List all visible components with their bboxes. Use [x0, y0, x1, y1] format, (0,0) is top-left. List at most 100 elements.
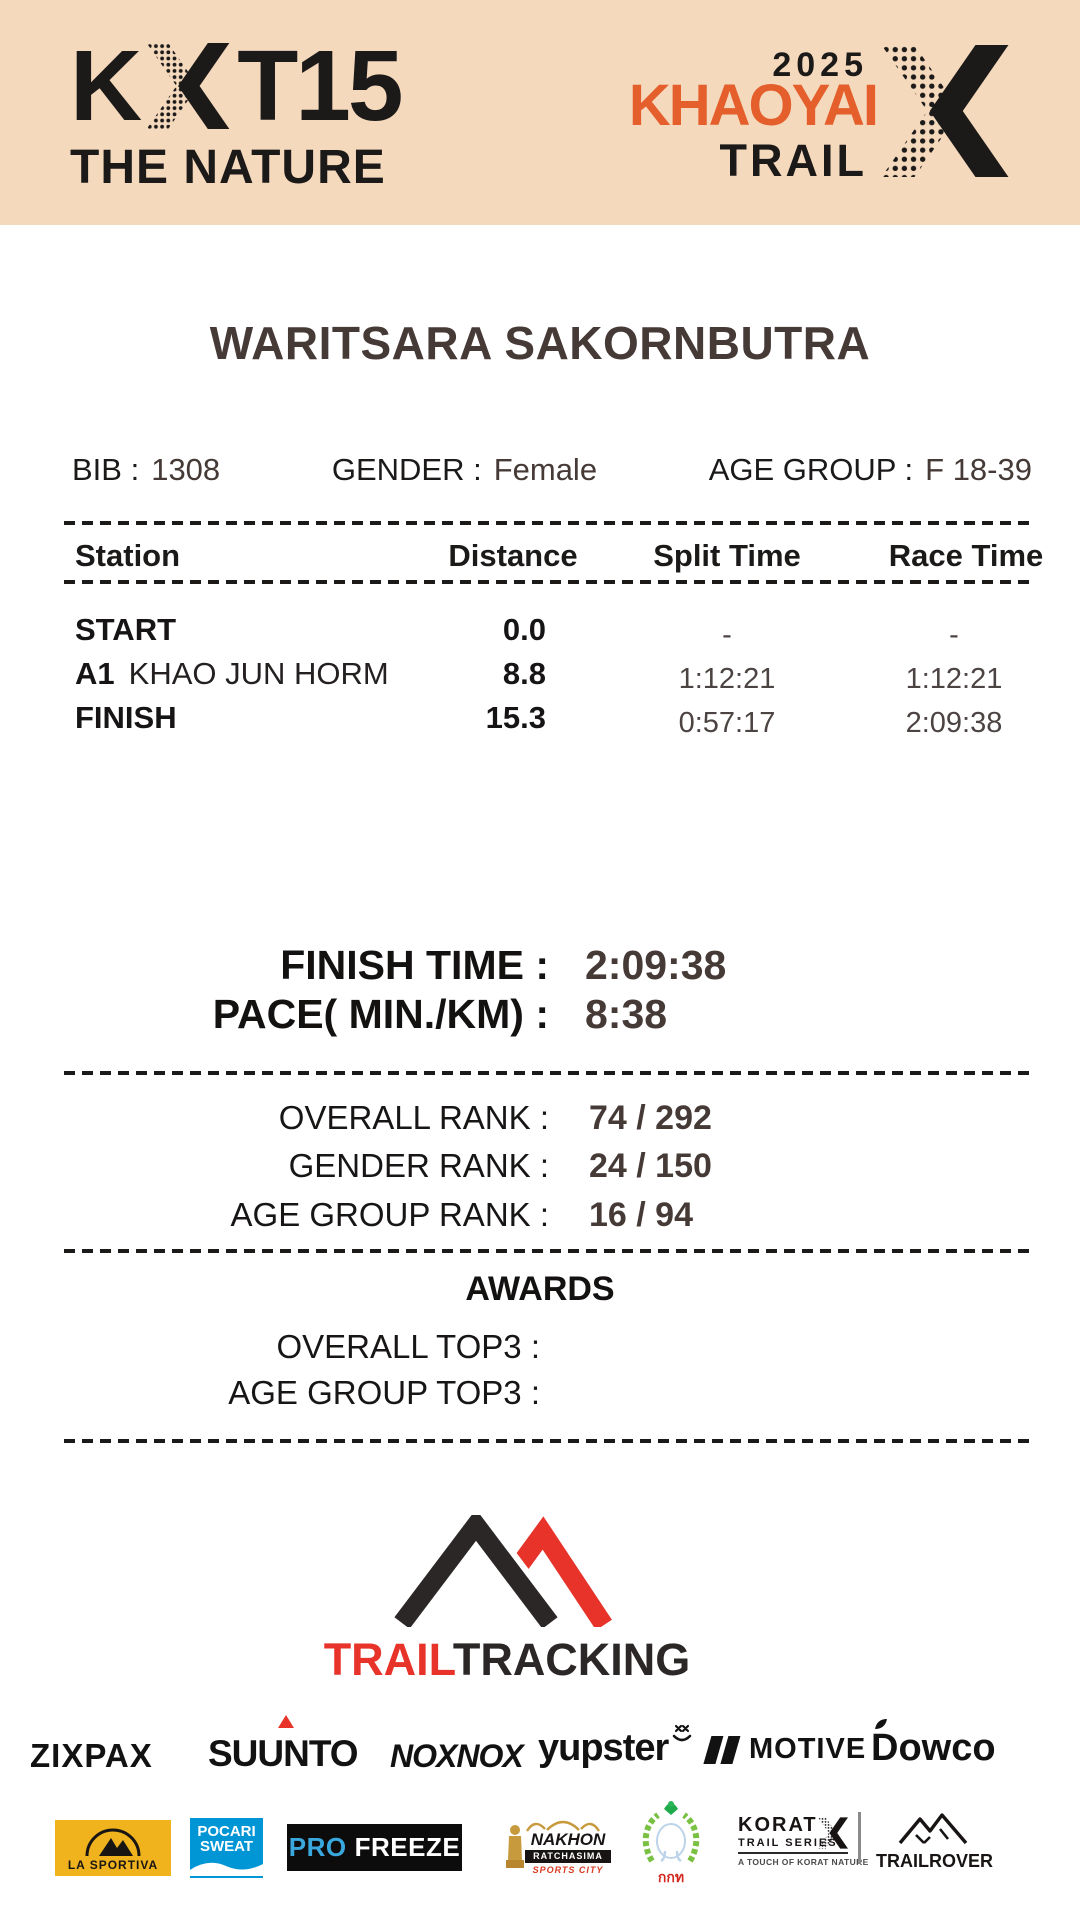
- korat-wordmark: KORAT: [738, 1814, 818, 1836]
- pocari-sweat-logo: POCARI SWEAT: [190, 1818, 263, 1878]
- dowco-wordmark: Dowco: [871, 1727, 996, 1769]
- header-band: K T15 THE NATURE 2025 KHAOYAI TRAIL: [0, 0, 1080, 225]
- split-time-cell: -: [722, 619, 732, 651]
- pocari-word2: SWEAT: [199, 1838, 254, 1855]
- race-time-cell: 2:09:38: [905, 707, 1003, 739]
- sponsor-divider: [858, 1812, 861, 1864]
- distance-cell: 15.3: [485, 700, 546, 735]
- yupster-logo: yupster: [538, 1724, 692, 1770]
- overall-top3-label: OVERALL TOP3 :: [276, 1328, 540, 1365]
- dashed-divider: [64, 1071, 1032, 1075]
- col-header-distance: Distance: [448, 538, 578, 573]
- table-row: FINISH 15.3 0:57:17 2:09:38: [0, 700, 1080, 740]
- age-group-value: F 18-39: [925, 452, 1032, 487]
- trailrover-logo: TRAILROVER: [876, 1811, 993, 1871]
- runner-meta-row: BIB : 1308 GENDER : Female AGE GROUP : F 18…: [72, 452, 1032, 488]
- pocari-wave-icon: [190, 1862, 263, 1876]
- mountain-arc-icon: [85, 1828, 141, 1857]
- smiley-icon: [672, 1724, 692, 1742]
- sat-emblem: กกท: [642, 1799, 700, 1889]
- trailrover-wordmark: TRAILROVER: [876, 1851, 993, 1871]
- station-cell: FINISH: [75, 700, 191, 736]
- nakhon-word2: RATCHASIMA: [525, 1850, 611, 1863]
- overall-top3-row: OVERALL TOP3 :: [0, 1327, 1080, 1367]
- pocari-word1: POCARI: [197, 1823, 256, 1840]
- age-group-field: AGE GROUP : F 18-39: [709, 452, 1032, 488]
- nakhon-word1: NAKHON: [530, 1830, 606, 1849]
- kxt15-letters-t15: T15: [237, 30, 403, 142]
- station-code: START: [75, 612, 177, 647]
- bib-label: BIB :: [72, 452, 140, 487]
- gold-arch-icon: [525, 1820, 601, 1832]
- event-name: KHAOYAI: [628, 73, 879, 138]
- event-subtitle: THE NATURE: [70, 141, 386, 194]
- statue-icon: [506, 1825, 524, 1868]
- dashed-divider: [64, 1249, 1032, 1253]
- event-year: 2025: [772, 46, 868, 84]
- zixpax-logo: ZIXPAX: [30, 1737, 153, 1774]
- trailtracking-word-tracking: TRACKING: [452, 1634, 691, 1685]
- motive-logo: MOTIVE: [700, 1733, 866, 1766]
- distance-cell: 0.0: [502, 612, 546, 647]
- event-type: TRAIL: [719, 135, 867, 186]
- gender-rank-label: GENDER RANK :: [288, 1147, 549, 1184]
- overall-rank-label: OVERALL RANK :: [278, 1099, 549, 1136]
- kxt15-wordmark: K T15: [70, 30, 404, 142]
- la-sportiva-logo: LA SPORTIVA: [55, 1820, 171, 1876]
- table-header-row: Station Distance Split Time Race Time: [0, 538, 1080, 578]
- finish-time-label: FINISH TIME :: [280, 942, 549, 988]
- col-header-race-time: Race Time: [888, 538, 1044, 573]
- noxnox-logo: NOXNOX: [390, 1738, 524, 1774]
- station-cell: START: [75, 612, 190, 648]
- kxt15-logo: K T15 THE NATURE: [70, 30, 404, 195]
- korat-trail-series-logo: KORAT TRAIL SERIES A TOUCH OF KORAT NATU…: [738, 1814, 869, 1874]
- khaoyai-trail-logo: 2025 KHAOYAI TRAIL: [628, 38, 1010, 188]
- bib-field: BIB : 1308: [72, 452, 220, 488]
- korat-tagline: A TOUCH OF KORAT NATURE: [738, 1857, 869, 1867]
- pro-freeze-word-freeze: FREEZE: [354, 1832, 461, 1862]
- age-group-top3-label: AGE GROUP TOP3 :: [228, 1374, 540, 1411]
- dowco-logo: Dowco: [871, 1719, 996, 1770]
- pro-freeze-word-pro: PRO: [288, 1832, 347, 1862]
- dashed-divider: [64, 580, 1032, 584]
- korat-subtitle: TRAIL SERIES: [738, 1837, 838, 1849]
- la-sportiva-wordmark: LA SPORTIVA: [67, 1858, 159, 1872]
- dashed-divider: [64, 1439, 1032, 1443]
- leaf-icon: [875, 1719, 887, 1729]
- bib-value: 1308: [151, 452, 221, 487]
- table-row: START 0.0 - -: [0, 612, 1080, 652]
- awards-title: AWARDS: [465, 1270, 615, 1308]
- gender-value: Female: [493, 452, 598, 487]
- gender-field: GENDER : Female: [332, 452, 597, 488]
- halftone-x-icon: [881, 45, 1009, 177]
- station-code: FINISH: [75, 700, 177, 735]
- motive-wordmark: MOTIVE: [749, 1733, 867, 1765]
- trailtracking-wordmark: TRAILTRACKING: [0, 1634, 1014, 1686]
- age-group-rank-value: 16 / 94: [589, 1196, 693, 1234]
- station-name: KHAO JUN HORM: [128, 656, 389, 691]
- col-header-split-time: Split Time: [653, 538, 801, 573]
- kxt15-letter-k: K: [70, 30, 142, 142]
- overall-rank-row: OVERALL RANK : 74 / 292: [0, 1097, 1080, 1139]
- race-time-cell: -: [949, 619, 959, 651]
- age-group-label: AGE GROUP :: [708, 452, 914, 487]
- gender-label: GENDER :: [331, 452, 482, 487]
- korat-rule: [738, 1852, 848, 1854]
- distance-cell: 8.8: [502, 656, 546, 691]
- gender-rank-value: 24 / 150: [589, 1147, 712, 1185]
- pace-value: 8:38: [585, 991, 668, 1037]
- split-time-cell: 1:12:21: [678, 663, 776, 695]
- age-group-top3-row: AGE GROUP TOP3 :: [0, 1373, 1080, 1413]
- overall-rank-value: 74 / 292: [589, 1099, 712, 1137]
- age-group-rank-row: AGE GROUP RANK : 16 / 94: [0, 1194, 1080, 1236]
- station-cell: A1 KHAO JUN HORM: [75, 656, 389, 692]
- pace-row: PACE( MIN./KM) : 8:38: [0, 990, 1080, 1038]
- suunto-logo: SUUNTO: [208, 1715, 359, 1775]
- gender-rank-row: GENDER RANK : 24 / 150: [0, 1145, 1080, 1187]
- halftone-x-icon: [818, 1817, 848, 1849]
- yupster-wordmark: yupster: [538, 1727, 669, 1769]
- sat-thai-text: กกท: [657, 1869, 685, 1885]
- trailtracking-mountains-icon: [389, 1515, 612, 1627]
- age-group-rank-label: AGE GROUP RANK :: [230, 1196, 549, 1233]
